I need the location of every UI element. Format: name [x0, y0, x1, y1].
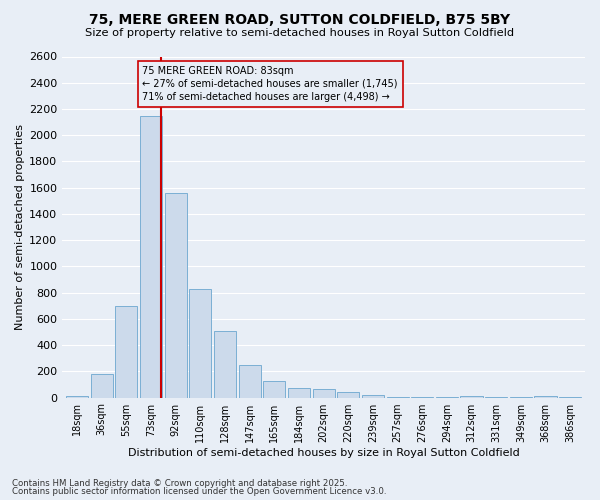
Bar	[559, 397, 581, 398]
Bar	[189, 288, 211, 398]
Text: Contains HM Land Registry data © Crown copyright and database right 2025.: Contains HM Land Registry data © Crown c…	[12, 478, 347, 488]
X-axis label: Distribution of semi-detached houses by size in Royal Sutton Coldfield: Distribution of semi-detached houses by …	[128, 448, 520, 458]
Bar	[337, 392, 359, 398]
Bar	[485, 397, 508, 398]
Bar	[91, 374, 113, 398]
Bar	[263, 381, 286, 398]
Text: Contains public sector information licensed under the Open Government Licence v3: Contains public sector information licen…	[12, 487, 386, 496]
Bar	[362, 395, 384, 398]
Text: 75, MERE GREEN ROAD, SUTTON COLDFIELD, B75 5BY: 75, MERE GREEN ROAD, SUTTON COLDFIELD, B…	[89, 12, 511, 26]
Bar	[460, 396, 482, 398]
Text: Size of property relative to semi-detached houses in Royal Sutton Coldfield: Size of property relative to semi-detach…	[85, 28, 515, 38]
Bar	[140, 116, 162, 398]
Bar	[214, 330, 236, 398]
Bar	[66, 396, 88, 398]
Bar	[411, 397, 433, 398]
Y-axis label: Number of semi-detached properties: Number of semi-detached properties	[15, 124, 25, 330]
Bar	[239, 365, 261, 398]
Bar	[288, 388, 310, 398]
Bar	[386, 397, 409, 398]
Bar	[535, 396, 557, 398]
Bar	[313, 389, 335, 398]
Text: 75 MERE GREEN ROAD: 83sqm
← 27% of semi-detached houses are smaller (1,745)
71% : 75 MERE GREEN ROAD: 83sqm ← 27% of semi-…	[142, 66, 398, 102]
Bar	[115, 306, 137, 398]
Bar	[510, 397, 532, 398]
Bar	[164, 193, 187, 398]
Bar	[436, 397, 458, 398]
